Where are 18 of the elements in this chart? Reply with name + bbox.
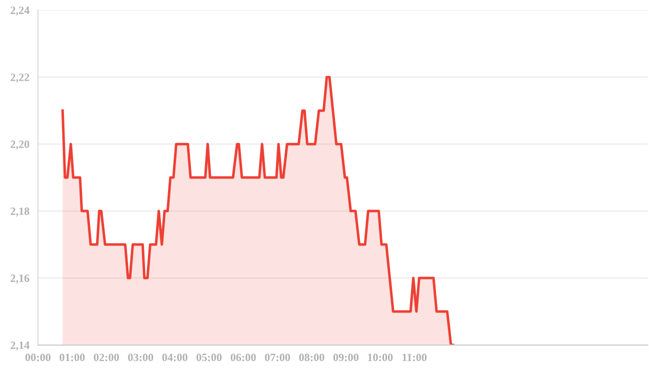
x-tick-label: 09:00 <box>333 354 358 362</box>
x-tick-label: 07:00 <box>264 354 290 362</box>
x-tick-label: 10:00 <box>368 354 393 362</box>
x-tick-label: 11:00 <box>402 354 427 362</box>
y-tick-label: 2,24 <box>10 6 30 16</box>
x-tick-label: 08:00 <box>299 354 324 362</box>
x-tick-label: 02:00 <box>94 354 119 362</box>
y-tick-label: 2,16 <box>10 274 30 284</box>
y-tick-label: 2,20 <box>10 140 30 150</box>
x-tick-label: 04:00 <box>162 354 188 362</box>
x-tick-label: 01:00 <box>60 354 85 362</box>
x-tick-label: 00:00 <box>25 354 51 362</box>
x-tick-label: 03:00 <box>128 354 154 362</box>
x-tick-label: 06:00 <box>230 354 256 362</box>
y-tick-label: 2,18 <box>10 208 30 217</box>
y-tick-label: 2,22 <box>10 74 30 83</box>
x-tick-label: 05:00 <box>196 354 222 362</box>
y-tick-label: 2,14 <box>10 342 30 351</box>
